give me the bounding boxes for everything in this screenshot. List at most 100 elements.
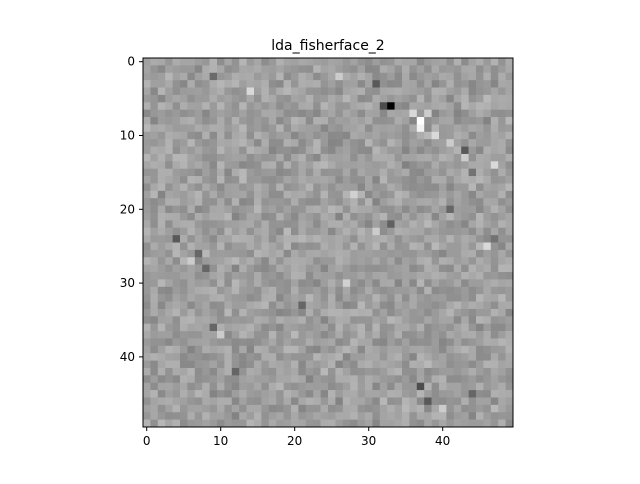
heatmap-cell bbox=[305, 419, 314, 428]
heatmap-cell bbox=[365, 168, 373, 177]
heatmap-cell bbox=[424, 323, 432, 332]
heatmap-cell bbox=[194, 153, 203, 162]
heatmap-cell bbox=[461, 102, 469, 110]
heatmap-cell bbox=[490, 102, 499, 110]
heatmap-cell bbox=[313, 87, 321, 96]
heatmap-cell bbox=[402, 168, 410, 177]
heatmap-cell bbox=[305, 153, 314, 162]
heatmap-cell bbox=[416, 323, 425, 332]
heatmap-cell bbox=[239, 279, 247, 288]
heatmap-cell bbox=[446, 220, 455, 229]
heatmap-cell bbox=[461, 212, 469, 221]
x-tick-label: 30 bbox=[361, 434, 376, 448]
heatmap-cell bbox=[268, 87, 277, 96]
heatmap-cell bbox=[439, 338, 447, 347]
heatmap-cell bbox=[498, 153, 506, 162]
heatmap-cell bbox=[224, 390, 233, 398]
heatmap-cell bbox=[254, 323, 262, 332]
heatmap-cell bbox=[239, 80, 247, 88]
heatmap-cell bbox=[143, 227, 151, 236]
heatmap-cell bbox=[372, 146, 381, 155]
heatmap-cell bbox=[372, 390, 381, 398]
heatmap-cell bbox=[505, 87, 514, 96]
heatmap-cell bbox=[261, 131, 270, 140]
heatmap-cell bbox=[402, 272, 410, 280]
heatmap-cell bbox=[424, 168, 432, 177]
heatmap-cell bbox=[254, 146, 262, 155]
heatmap-cell bbox=[172, 117, 181, 125]
heatmap-cell bbox=[431, 109, 440, 118]
heatmap-cell bbox=[505, 176, 514, 184]
heatmap-cell bbox=[180, 65, 188, 74]
heatmap-cell bbox=[476, 412, 484, 420]
heatmap-cell bbox=[328, 102, 336, 110]
heatmap-cell bbox=[483, 397, 492, 406]
heatmap-cell bbox=[209, 301, 218, 310]
heatmap-cell bbox=[505, 375, 514, 384]
heatmap-cell bbox=[387, 397, 395, 406]
heatmap-cell bbox=[239, 198, 247, 206]
heatmap-cell bbox=[283, 404, 292, 413]
heatmap-cell bbox=[350, 146, 358, 155]
heatmap-cell bbox=[194, 139, 203, 147]
heatmap-cell bbox=[490, 294, 499, 302]
heatmap-cell bbox=[409, 412, 418, 420]
heatmap-cell bbox=[402, 286, 410, 295]
heatmap-cell bbox=[387, 331, 395, 339]
heatmap-cell bbox=[254, 382, 262, 391]
heatmap-cell bbox=[276, 308, 284, 317]
heatmap-cell bbox=[313, 176, 321, 184]
heatmap-cell bbox=[261, 124, 270, 133]
heatmap-cell bbox=[276, 153, 284, 162]
heatmap-cell bbox=[453, 87, 462, 96]
heatmap-cell bbox=[416, 161, 425, 169]
heatmap-cell bbox=[209, 94, 218, 103]
heatmap-cell bbox=[305, 360, 314, 369]
heatmap-cell bbox=[439, 390, 447, 398]
heatmap-cell bbox=[217, 286, 225, 295]
heatmap-cell bbox=[365, 412, 373, 420]
heatmap-cell bbox=[328, 419, 336, 428]
heatmap-cell bbox=[461, 382, 469, 391]
heatmap-cell bbox=[194, 205, 203, 214]
heatmap-cell bbox=[372, 382, 381, 391]
heatmap-cell bbox=[305, 397, 314, 406]
heatmap-cell bbox=[439, 146, 447, 155]
heatmap-cell bbox=[202, 316, 210, 324]
heatmap-cell bbox=[446, 308, 455, 317]
heatmap-cell bbox=[276, 316, 284, 324]
heatmap-cell bbox=[320, 323, 329, 332]
heatmap-cell bbox=[224, 279, 233, 288]
heatmap-cell bbox=[209, 80, 218, 88]
heatmap-cell bbox=[172, 397, 181, 406]
heatmap-cell bbox=[402, 294, 410, 302]
heatmap-cell bbox=[328, 161, 336, 169]
heatmap-cell bbox=[165, 153, 173, 162]
heatmap-cell bbox=[187, 227, 196, 236]
heatmap-cell bbox=[350, 419, 358, 428]
heatmap-cell bbox=[402, 176, 410, 184]
heatmap-cell bbox=[261, 161, 270, 169]
heatmap-cell bbox=[476, 87, 484, 96]
heatmap-cell bbox=[254, 65, 262, 74]
heatmap-cell bbox=[387, 146, 395, 155]
heatmap-cell bbox=[350, 375, 358, 384]
heatmap-cell bbox=[342, 117, 351, 125]
heatmap-cell bbox=[165, 102, 173, 110]
heatmap-cell bbox=[291, 367, 299, 376]
heatmap-cell bbox=[365, 109, 373, 118]
heatmap-cell bbox=[231, 205, 240, 214]
heatmap-cell bbox=[446, 316, 455, 324]
heatmap-cell bbox=[276, 176, 284, 184]
heatmap-cell bbox=[387, 205, 395, 214]
heatmap-cell bbox=[291, 72, 299, 81]
heatmap-cell bbox=[372, 117, 381, 125]
heatmap-cell bbox=[328, 235, 336, 243]
heatmap-cell bbox=[209, 109, 218, 118]
heatmap-cell bbox=[490, 153, 499, 162]
heatmap-cell bbox=[328, 404, 336, 413]
heatmap-cell bbox=[239, 390, 247, 398]
heatmap-cell bbox=[402, 109, 410, 118]
heatmap-cell bbox=[498, 235, 506, 243]
heatmap-cell bbox=[157, 316, 166, 324]
